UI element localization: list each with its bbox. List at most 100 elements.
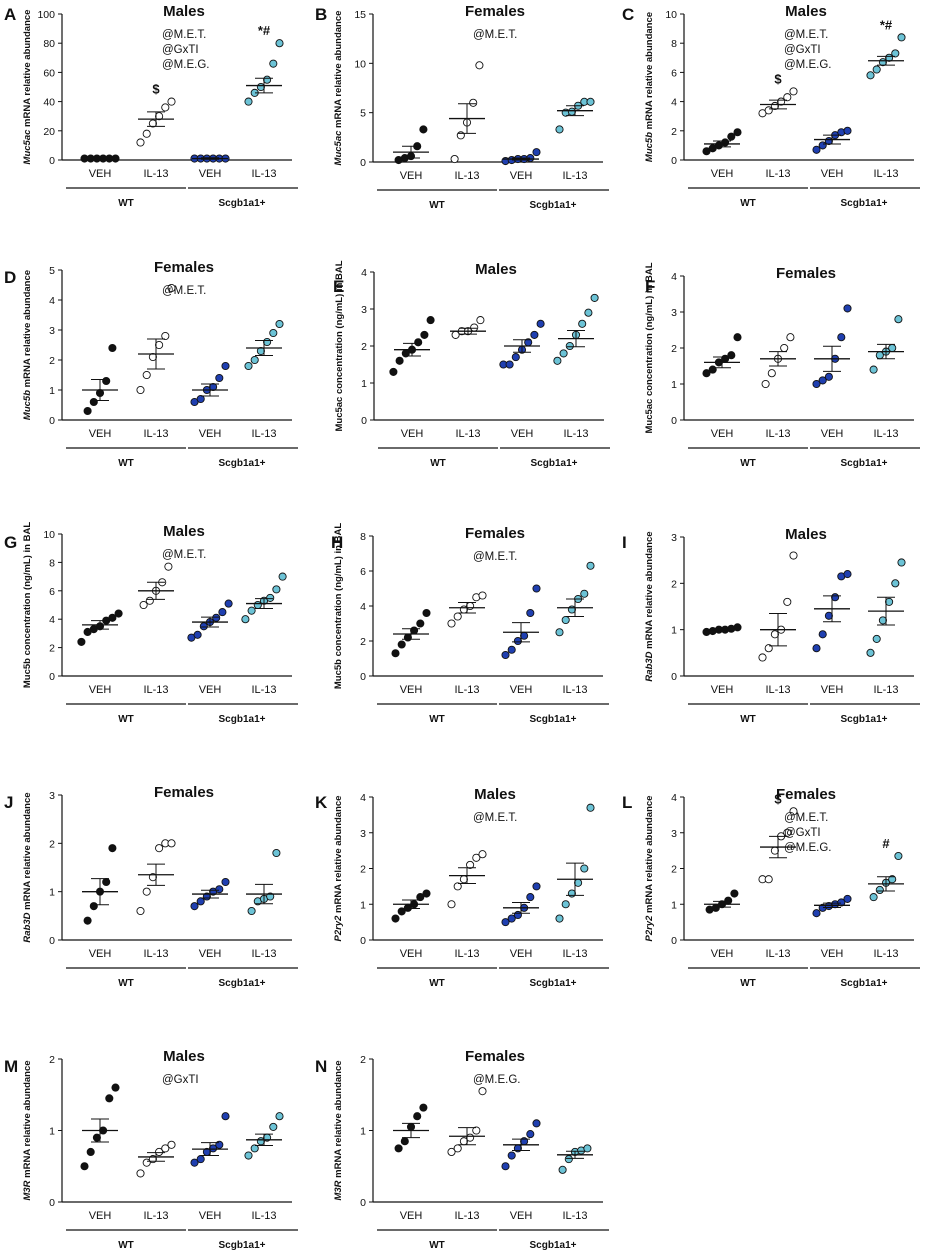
- y-tick-label: 6: [671, 67, 677, 79]
- x-tick-label: VEH: [821, 428, 844, 440]
- data-point: [532, 584, 541, 593]
- y-axis-label-text: mRNA relative abundance: [22, 1060, 33, 1180]
- data-point: [394, 1144, 403, 1153]
- y-axis-label: Muc5ac concentration (ng/mL) in BAL: [644, 262, 655, 433]
- data-point: [102, 376, 111, 386]
- data-point: [561, 900, 570, 909]
- data-point: [708, 365, 717, 374]
- data-point: [878, 616, 887, 625]
- data-point: [891, 579, 900, 588]
- data-point: [872, 634, 881, 643]
- panel-title: Males: [475, 261, 517, 278]
- data-point: [161, 331, 170, 341]
- data-point: [532, 148, 541, 157]
- data-point: [155, 340, 164, 350]
- data-point: [888, 343, 897, 353]
- y-tick-label: 2: [49, 643, 55, 655]
- panel-letter: D: [4, 268, 16, 287]
- data-point: [253, 600, 262, 610]
- x-tick-label: IL-13: [765, 948, 790, 960]
- data-point: [507, 1151, 516, 1160]
- data-point: [894, 851, 903, 861]
- panel-letter: I: [622, 533, 627, 552]
- panel-j: J Females 0 1 2 3 Rab3D mRNA relative abundanc…: [4, 784, 298, 989]
- group-label: WT: [118, 978, 134, 989]
- data-point: [136, 906, 145, 916]
- y-tick-label: 3: [361, 304, 367, 316]
- panel-title: Males: [474, 786, 516, 803]
- y-tick-label: 2: [49, 355, 55, 367]
- data-point: [422, 889, 431, 898]
- data-point: [167, 283, 176, 293]
- data-point: [789, 807, 798, 816]
- panel-letter: A: [4, 5, 16, 24]
- data-point: [397, 640, 406, 649]
- data-point: [730, 889, 739, 898]
- data-point: [86, 1147, 95, 1156]
- data-point: [507, 645, 516, 654]
- y-axis-label-text: Muc5b concentration (ng/mL) in BAL: [333, 523, 344, 689]
- x-tick-label: VEH: [401, 428, 424, 440]
- data-point: [466, 1133, 475, 1142]
- group-label: WT: [118, 458, 134, 469]
- data-point: [241, 615, 250, 624]
- significance-mark: *#: [880, 17, 893, 32]
- significance-mark: $: [774, 71, 782, 86]
- x-tick-label: VEH: [199, 684, 222, 696]
- data-point: [155, 1147, 164, 1156]
- group-label: Scgb1a1+: [219, 714, 266, 725]
- data-point: [824, 372, 833, 381]
- data-point: [478, 1087, 487, 1096]
- panel-title: Males: [163, 1048, 205, 1065]
- y-axis-label-gene: Muc5b: [644, 132, 655, 162]
- x-tick-label: IL-13: [251, 948, 276, 960]
- data-point: [505, 360, 514, 369]
- data-point: [702, 369, 711, 378]
- y-tick-label: 3: [360, 828, 366, 840]
- x-tick-label: IL-13: [562, 948, 587, 960]
- data-point: [786, 333, 795, 342]
- y-tick-label: 60: [43, 67, 55, 79]
- y-axis-label-gene: M3R: [333, 1180, 344, 1200]
- data-point: [812, 644, 821, 653]
- data-point: [812, 145, 821, 154]
- y-axis-label-text: Muc5b concentration (ng/mL) in BAL: [22, 522, 33, 688]
- x-tick-label: VEH: [400, 684, 423, 696]
- y-axis-label-text: mRNA relative abundance: [22, 10, 33, 130]
- x-tick-label: VEH: [821, 948, 844, 960]
- x-tick-label: IL-13: [873, 948, 898, 960]
- stat-annotation: @GxTI: [162, 1074, 199, 1086]
- data-point: [453, 612, 462, 621]
- y-axis-label-gene: P2ry2: [644, 915, 655, 942]
- y-tick-label: 1: [49, 887, 55, 899]
- stat-annotation: @M.E.T.: [784, 29, 828, 41]
- panel-letter: L: [622, 793, 632, 812]
- x-tick-label: VEH: [89, 684, 112, 696]
- data-point: [215, 373, 224, 383]
- x-tick-label: VEH: [400, 1210, 423, 1222]
- data-point: [564, 1155, 573, 1164]
- x-tick-label: VEH: [711, 684, 734, 696]
- data-point: [111, 1083, 120, 1092]
- data-point: [193, 630, 202, 639]
- data-point: [891, 49, 900, 58]
- data-point: [263, 75, 272, 84]
- x-tick-label: IL-13: [454, 170, 479, 182]
- stat-annotation: @M.E.T.: [473, 551, 517, 563]
- group-label: Scgb1a1+: [219, 1240, 266, 1251]
- y-tick-label: 6: [49, 586, 55, 598]
- group-label: Scgb1a1+: [530, 200, 577, 211]
- y-tick-label: 4: [360, 792, 366, 804]
- panel-c: C Males 0 2 4 6 8 10 Muc5b mRNA relative abundan…: [622, 3, 920, 209]
- data-point: [843, 304, 852, 313]
- stat-annotation: @GxTI: [162, 44, 199, 56]
- stat-annotation: @M.E.G.: [473, 1074, 520, 1086]
- data-point: [478, 850, 487, 859]
- significance-mark: #: [882, 836, 890, 851]
- stat-annotation: @M.E.T.: [162, 29, 206, 41]
- y-tick-label: 3: [671, 828, 677, 840]
- panel-e: E Males 0 1 2 3 4 Muc5ac concentration (ng/mL) …: [333, 260, 610, 469]
- y-axis-label-gene: Muc5b: [22, 390, 33, 420]
- data-point: [272, 585, 281, 594]
- x-tick-label: IL-13: [873, 684, 898, 696]
